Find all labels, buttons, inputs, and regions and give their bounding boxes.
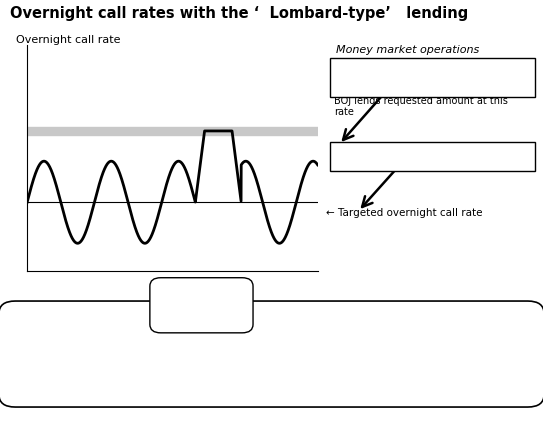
- FancyArrowPatch shape: [362, 171, 395, 207]
- Text: ·    Official discount rate: · Official discount rate: [337, 64, 462, 75]
- Text: Overnight call rates with the ‘  Lombard-type’   lending: Overnight call rates with the ‘ Lombard-…: [10, 6, 468, 21]
- Text: Money market operations: Money market operations: [336, 45, 479, 55]
- Text: BOJ lends requested amount at this
rate: BOJ lends requested amount at this rate: [334, 96, 508, 117]
- Bar: [27, 127, 318, 135]
- Text: Overnight call rate: Overnight call rate: [16, 36, 120, 45]
- Text: (‘  Lombard-type’   lending rate): (‘ Lombard-type’ lending rate): [337, 78, 504, 89]
- Text: ← Targeted overnight call rate: ← Targeted overnight call rate: [326, 208, 482, 218]
- Text: · Official discount rate (‘  Lombard-type’   lending rate) forms ceiling on
   o: · Official discount rate (‘ Lombard-type…: [20, 317, 393, 339]
- Text: ·  Various operation measures: · Various operation measures: [337, 149, 493, 159]
- FancyArrowPatch shape: [343, 97, 381, 140]
- Text: term-end,
disturbances,
etc.: term-end, disturbances, etc.: [166, 288, 237, 321]
- Text: · By reducing concern over available liquidity, ‘  Lombard-type’   lending
   al: · By reducing concern over available liq…: [20, 355, 397, 377]
